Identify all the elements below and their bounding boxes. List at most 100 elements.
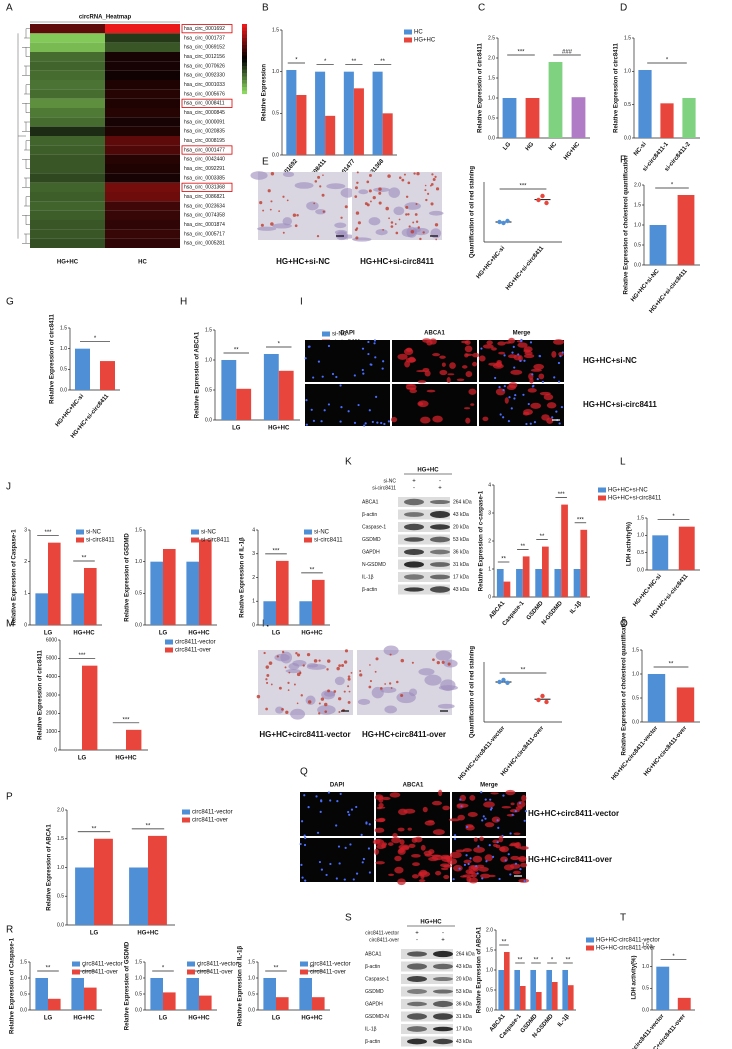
lipid-droplet xyxy=(390,687,393,689)
nucleus xyxy=(507,420,511,423)
bar xyxy=(276,560,289,625)
legend-label: HC xyxy=(414,30,423,36)
abca1-signal xyxy=(405,383,416,386)
colorbar-step xyxy=(242,55,247,60)
legend-label: circ8411-over xyxy=(192,818,228,824)
bar xyxy=(199,995,212,1010)
legend-swatch xyxy=(404,37,412,43)
significance-label: ** xyxy=(274,966,279,972)
y-tick-label: 2.0 xyxy=(57,807,64,813)
micrograph xyxy=(305,340,390,382)
lipid-droplet xyxy=(263,651,266,655)
lipid-droplet xyxy=(326,668,329,671)
bar xyxy=(353,88,364,155)
lipid-droplet xyxy=(341,663,345,667)
band-size: 43 kDa xyxy=(456,1039,472,1045)
panel-letter: P xyxy=(6,792,13,803)
abca1-signal xyxy=(515,842,521,849)
lipid-droplet xyxy=(441,660,445,664)
heatmap-cell xyxy=(30,52,105,62)
y-tick-label: 0.0 xyxy=(205,417,212,423)
abca1-signal xyxy=(453,864,463,872)
nucleus xyxy=(480,791,483,794)
bar xyxy=(652,535,669,570)
heatmap-cell xyxy=(105,173,180,183)
lipid-droplet xyxy=(267,189,271,193)
nucleus xyxy=(315,795,318,798)
y-tick-label: 1.5 xyxy=(632,647,639,653)
heatmap-cell xyxy=(105,89,180,99)
nucleus xyxy=(336,800,339,803)
heatmap-cell xyxy=(105,229,180,239)
nucleus xyxy=(339,420,342,423)
band-size: 264 kDa xyxy=(456,951,475,957)
abca1-signal xyxy=(491,816,501,823)
abca1-signal xyxy=(473,846,485,853)
row-label: hsa_circ_0005281 xyxy=(184,241,225,247)
lipid-droplet xyxy=(322,210,326,213)
data-point xyxy=(544,699,549,705)
abca1-signal xyxy=(431,854,444,861)
abca1-signal xyxy=(388,873,395,876)
y-tick-label: 0.5 xyxy=(248,991,255,997)
abca1-signal xyxy=(464,353,469,358)
x-tick-label: LG xyxy=(272,1016,281,1022)
blot-band xyxy=(404,574,424,580)
abca1-signal xyxy=(478,355,486,362)
abca1-signal xyxy=(440,867,449,871)
legend-swatch xyxy=(322,331,330,337)
lipid-droplet xyxy=(276,655,279,658)
lipid-droplet xyxy=(412,221,415,224)
nucleus xyxy=(513,397,516,400)
legend-label: si-circ8411 xyxy=(86,538,115,544)
abca1-signal xyxy=(462,365,468,369)
nucleus xyxy=(532,384,535,387)
colorbar-step xyxy=(242,59,247,63)
significance-label: * xyxy=(551,958,554,964)
colorbar-step xyxy=(242,76,247,81)
y-tick-label: 1.5 xyxy=(486,947,493,953)
nucleus xyxy=(555,410,558,413)
y-tick-label: 3000 xyxy=(46,692,57,698)
nucleus xyxy=(376,421,379,424)
nucleus xyxy=(518,801,522,805)
data-point xyxy=(540,693,545,699)
nucleus xyxy=(489,808,493,811)
colorbar-step xyxy=(242,27,247,32)
bar xyxy=(520,986,526,1010)
band-label: ABCA1 xyxy=(365,951,382,957)
y-tick-label: 0.5 xyxy=(20,991,27,997)
abca1-signal xyxy=(501,806,512,809)
bar xyxy=(676,687,695,722)
nucleus xyxy=(382,360,385,363)
nucleus xyxy=(514,810,517,813)
x-tick-label: HG+HC xyxy=(563,141,582,162)
nucleus xyxy=(300,863,303,866)
lipid-droplet xyxy=(256,694,261,699)
band-label: GAPDH xyxy=(365,1001,383,1007)
y-tick-label: 1.5 xyxy=(642,942,649,948)
abca1-signal xyxy=(472,855,483,863)
lipid-droplet xyxy=(292,213,297,217)
cell xyxy=(257,226,277,231)
lipid-droplet xyxy=(417,226,420,229)
abca1-signal xyxy=(390,416,398,423)
cell xyxy=(280,651,293,664)
lipid-droplet xyxy=(368,685,372,689)
cell xyxy=(371,686,384,699)
abca1-signal xyxy=(422,367,430,372)
heatmap-cell xyxy=(30,70,105,80)
legend-label: circ8411-over xyxy=(175,648,211,654)
y-axis-label: Quantification of oil red staining xyxy=(470,646,476,738)
condition-sign: - xyxy=(416,938,418,944)
x-tick-label: LG xyxy=(272,631,281,637)
y-tick-label: 0.0 xyxy=(60,387,67,393)
abca1-signal xyxy=(523,353,535,359)
bar xyxy=(286,70,297,155)
nucleus xyxy=(475,864,478,868)
y-axis-label: Relative Expression of Caspase-1 xyxy=(10,937,16,1034)
lipid-droplet xyxy=(407,213,410,216)
x-tick-label: HG+HC xyxy=(188,1016,210,1022)
blot-band xyxy=(430,536,450,543)
lipid-droplet xyxy=(324,710,328,713)
